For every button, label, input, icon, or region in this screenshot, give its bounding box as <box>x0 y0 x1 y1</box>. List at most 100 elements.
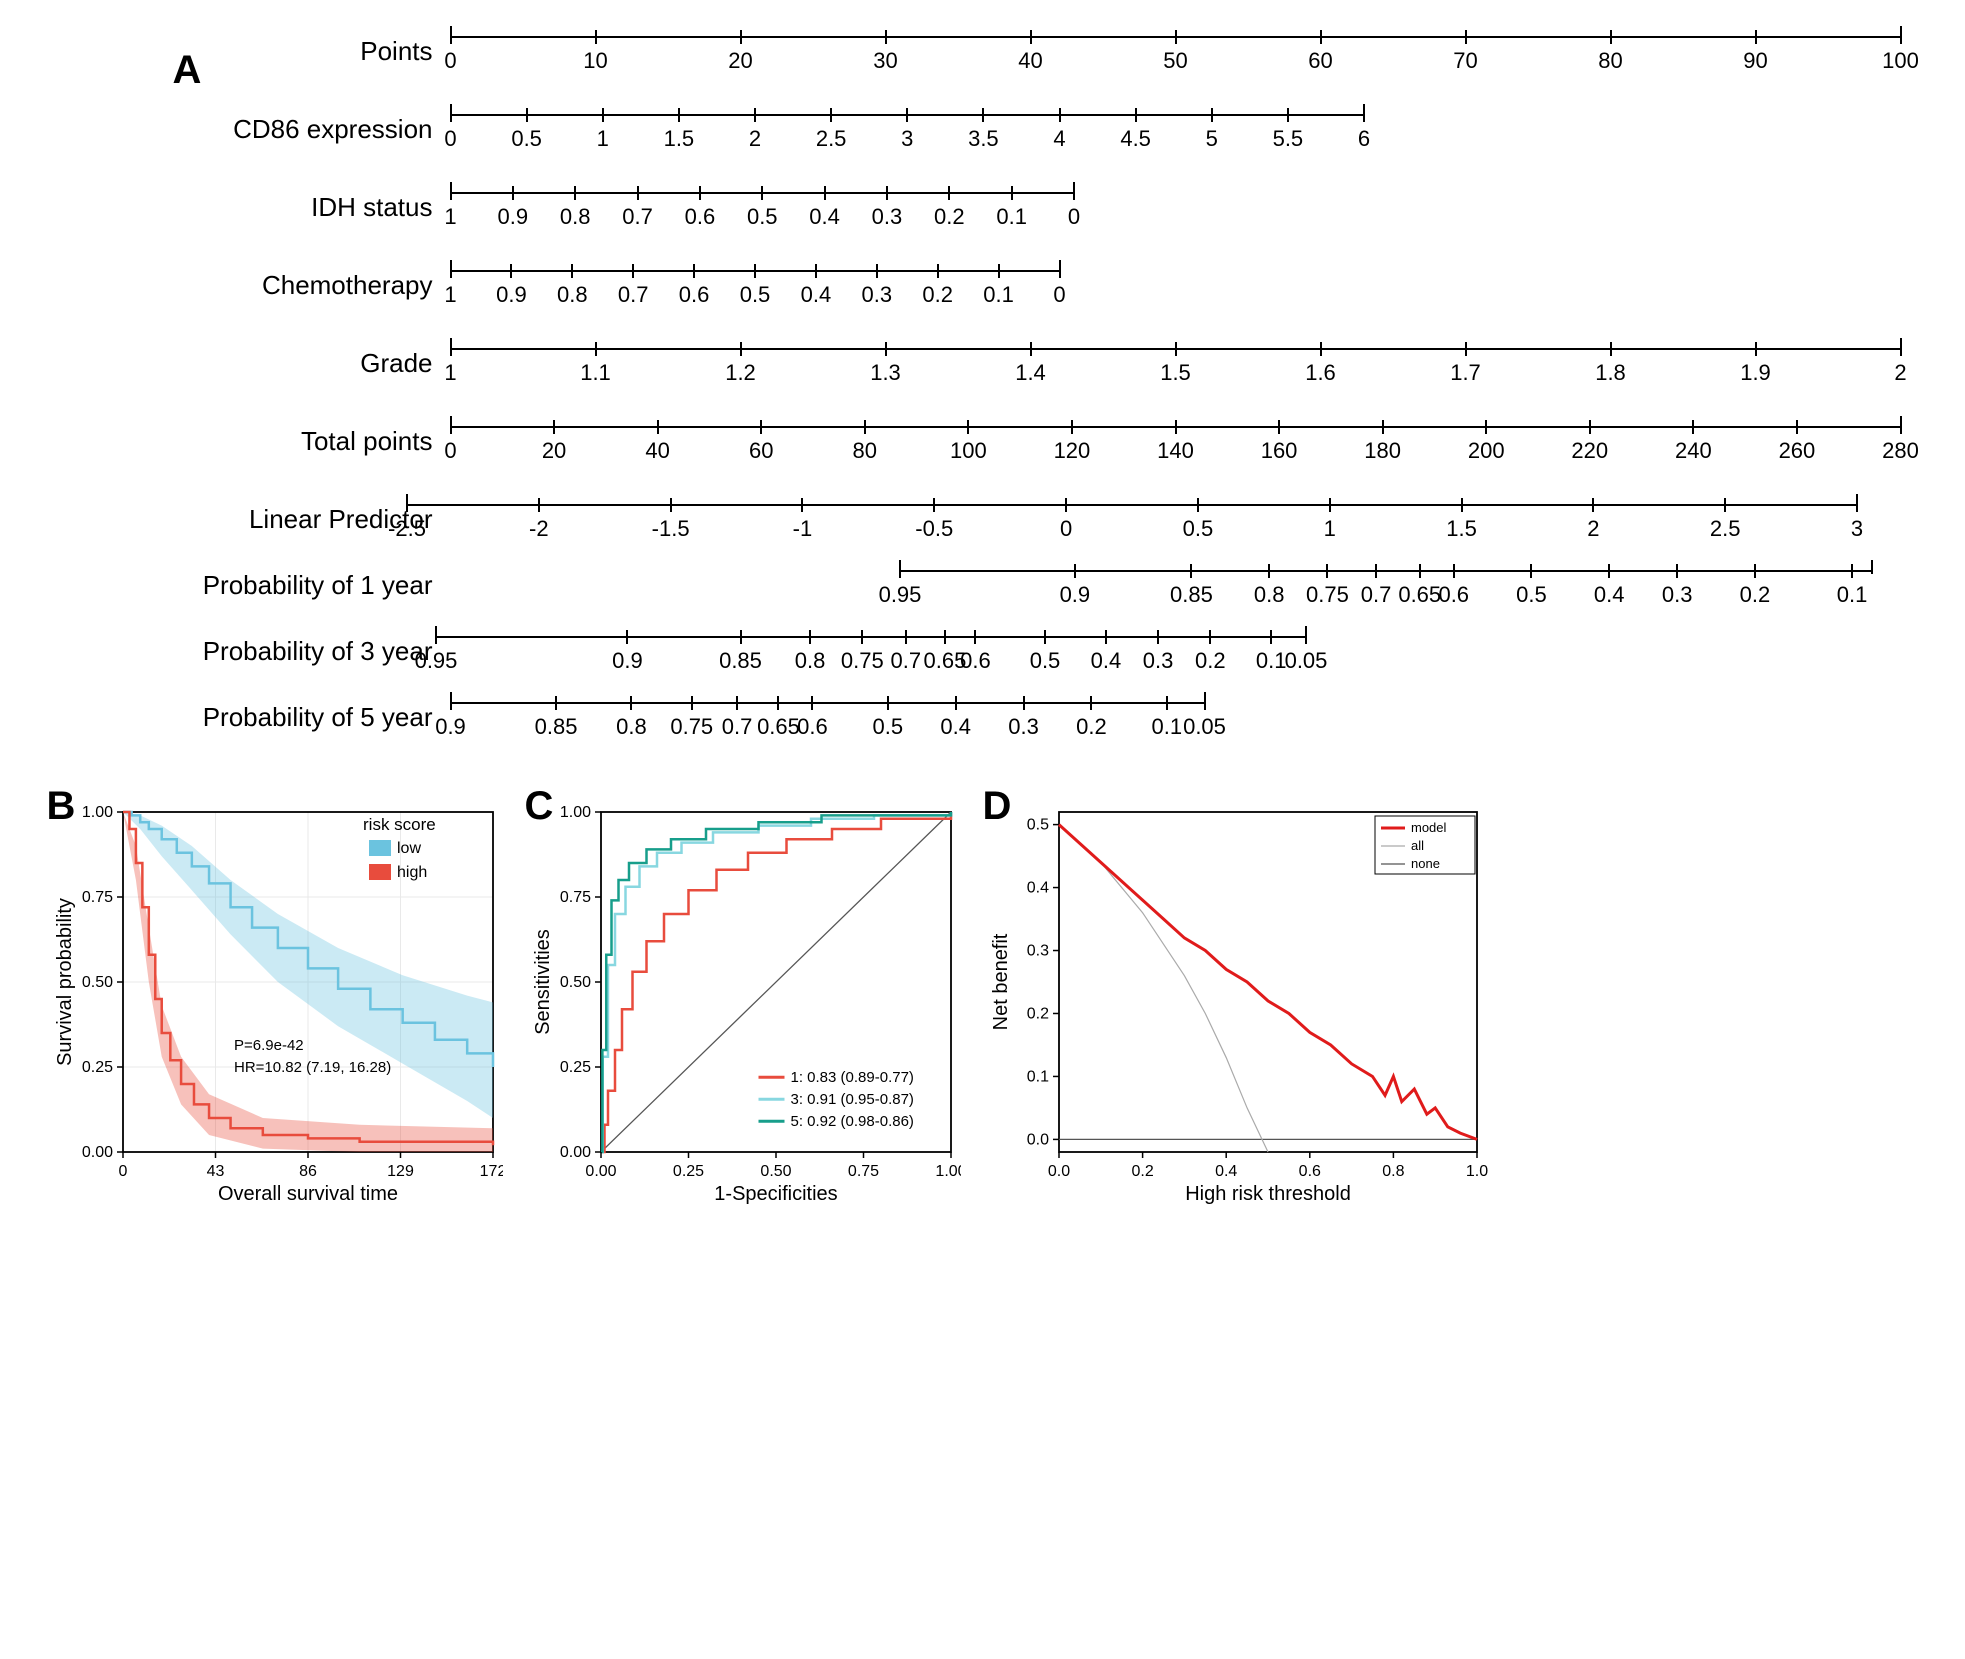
tick-label: 120 <box>1054 438 1091 464</box>
tick-label: 4 <box>1053 126 1065 152</box>
tick-label: 0.75 <box>1306 582 1349 608</box>
nomogram-row: Linear Predictor-2.5-2-1.5-1-0.500.511.5… <box>63 498 1903 550</box>
svg-text:high: high <box>397 864 427 881</box>
svg-text:HR=10.82 (7.19, 16.28): HR=10.82 (7.19, 16.28) <box>234 1059 391 1076</box>
nomogram-row-label: Probability of 5 year <box>63 696 451 733</box>
tick-label: -2.5 <box>388 516 426 542</box>
tick-label: 0.3 <box>1662 582 1693 608</box>
tick-label: 1 <box>1324 516 1336 542</box>
tick-label: 280 <box>1882 438 1919 464</box>
nomogram-axis: 0.90.850.80.750.70.650.60.50.40.30.20.10… <box>451 696 1901 748</box>
nomogram-row: IDH status10.90.80.70.60.50.40.30.20.10 <box>63 186 1903 238</box>
tick-label: 1.1 <box>580 360 611 386</box>
tick-label: 0.6 <box>679 282 710 308</box>
svg-text:0.75: 0.75 <box>847 1163 878 1180</box>
nomogram-row: Probability of 5 year0.90.850.80.750.70.… <box>63 696 1903 748</box>
tick-label: 10 <box>583 48 607 74</box>
nomogram-axis: 0.950.90.850.80.750.70.650.60.50.40.30.2… <box>451 630 1901 682</box>
tick-label: 4.5 <box>1120 126 1151 152</box>
svg-text:0.2: 0.2 <box>1131 1163 1153 1180</box>
tick-label: 0.9 <box>612 648 643 674</box>
tick-label: 0.05 <box>1183 714 1226 740</box>
svg-text:0.6: 0.6 <box>1298 1163 1320 1180</box>
tick-label: 0.9 <box>1060 582 1091 608</box>
panel-d: D 0.00.20.40.60.81.00.00.10.20.30.40.5Hi… <box>989 792 1489 1212</box>
tick-label: 0.6 <box>960 648 991 674</box>
tick-label: 40 <box>1018 48 1042 74</box>
nomogram-row-label: Total points <box>63 420 451 457</box>
tick-label: 0.95 <box>415 648 458 674</box>
tick-label: 260 <box>1779 438 1816 464</box>
tick-label: 0.8 <box>795 648 826 674</box>
tick-label: 0.2 <box>922 282 953 308</box>
svg-text:0.8: 0.8 <box>1382 1163 1404 1180</box>
svg-text:0.50: 0.50 <box>559 974 590 991</box>
tick-label: 1 <box>444 282 456 308</box>
tick-label: 60 <box>1308 48 1332 74</box>
tick-label: 0.8 <box>557 282 588 308</box>
dca-plot: 0.00.20.40.60.81.00.00.10.20.30.40.5High… <box>989 792 1489 1212</box>
svg-text:all: all <box>1411 838 1424 853</box>
svg-text:0.5: 0.5 <box>1026 817 1048 834</box>
nomogram-row-label: Chemotherapy <box>63 264 451 301</box>
tick-label: 0 <box>444 438 456 464</box>
nomogram-axis: 00.511.522.533.544.555.56 <box>451 108 1901 160</box>
svg-text:0: 0 <box>118 1163 127 1180</box>
tick-label: -1.5 <box>652 516 690 542</box>
svg-text:1: 0.83 (0.89-0.77): 1: 0.83 (0.89-0.77) <box>790 1069 913 1086</box>
tick-label: 1.6 <box>1305 360 1336 386</box>
tick-label: 0.4 <box>1594 582 1625 608</box>
tick-label: 0.5 <box>873 714 904 740</box>
tick-label: 0.2 <box>934 204 965 230</box>
tick-label: 0.7 <box>891 648 922 674</box>
nomogram-row: CD86 expression00.511.522.533.544.555.56 <box>63 108 1903 160</box>
tick-label: 60 <box>749 438 773 464</box>
svg-text:1.00: 1.00 <box>935 1163 961 1180</box>
tick-label: 0 <box>444 126 456 152</box>
tick-label: 90 <box>1743 48 1767 74</box>
tick-label: 0.3 <box>1008 714 1039 740</box>
tick-label: 20 <box>728 48 752 74</box>
tick-label: 0 <box>1060 516 1072 542</box>
nomogram-axis: 0.950.90.850.80.750.70.650.60.50.40.30.2… <box>451 564 1901 616</box>
tick-label: 20 <box>542 438 566 464</box>
roc-plot: 0.000.000.250.250.500.500.750.751.001.00… <box>531 792 961 1212</box>
tick-label: 50 <box>1163 48 1187 74</box>
tick-label: 0.4 <box>1091 648 1122 674</box>
svg-text:0.2: 0.2 <box>1026 1005 1048 1022</box>
svg-text:low: low <box>397 840 421 857</box>
svg-text:43: 43 <box>206 1163 224 1180</box>
tick-label: -0.5 <box>915 516 953 542</box>
tick-label: 1.2 <box>725 360 756 386</box>
tick-label: 0 <box>444 48 456 74</box>
tick-label: 0.7 <box>622 204 653 230</box>
svg-text:1.0: 1.0 <box>1465 1163 1487 1180</box>
tick-label: 100 <box>1882 48 1919 74</box>
nomogram-row: Probability of 1 year0.950.90.850.80.750… <box>63 564 1903 616</box>
tick-label: 2 <box>1587 516 1599 542</box>
svg-text:Survival probability: Survival probability <box>54 898 76 1066</box>
svg-text:P=6.9e-42: P=6.9e-42 <box>234 1037 304 1054</box>
tick-label: 0.3 <box>862 282 893 308</box>
tick-label: 1.9 <box>1740 360 1771 386</box>
tick-label: 0.8 <box>560 204 591 230</box>
nomogram-row: Probability of 3 year0.950.90.850.80.750… <box>63 630 1903 682</box>
tick-label: 160 <box>1261 438 1298 464</box>
nomogram-axis: 11.11.21.31.41.51.61.71.81.92 <box>451 342 1901 394</box>
tick-label: 2.5 <box>1710 516 1741 542</box>
panel-c-label: C <box>525 784 554 829</box>
tick-label: 0.9 <box>435 714 466 740</box>
panel-a-label: A <box>173 48 202 93</box>
tick-label: 0.2 <box>1076 714 1107 740</box>
tick-label: 240 <box>1675 438 1712 464</box>
tick-label: 0.7 <box>618 282 649 308</box>
tick-label: 0.85 <box>719 648 762 674</box>
svg-text:none: none <box>1411 856 1440 871</box>
tick-label: 3 <box>1851 516 1863 542</box>
svg-text:1.00: 1.00 <box>559 804 590 821</box>
svg-text:0.25: 0.25 <box>81 1059 112 1076</box>
nomogram-axis: -2.5-2-1.5-1-0.500.511.522.53 <box>451 498 1901 550</box>
tick-label: 0.4 <box>801 282 832 308</box>
tick-label: 0.5 <box>511 126 542 152</box>
svg-text:86: 86 <box>299 1163 317 1180</box>
